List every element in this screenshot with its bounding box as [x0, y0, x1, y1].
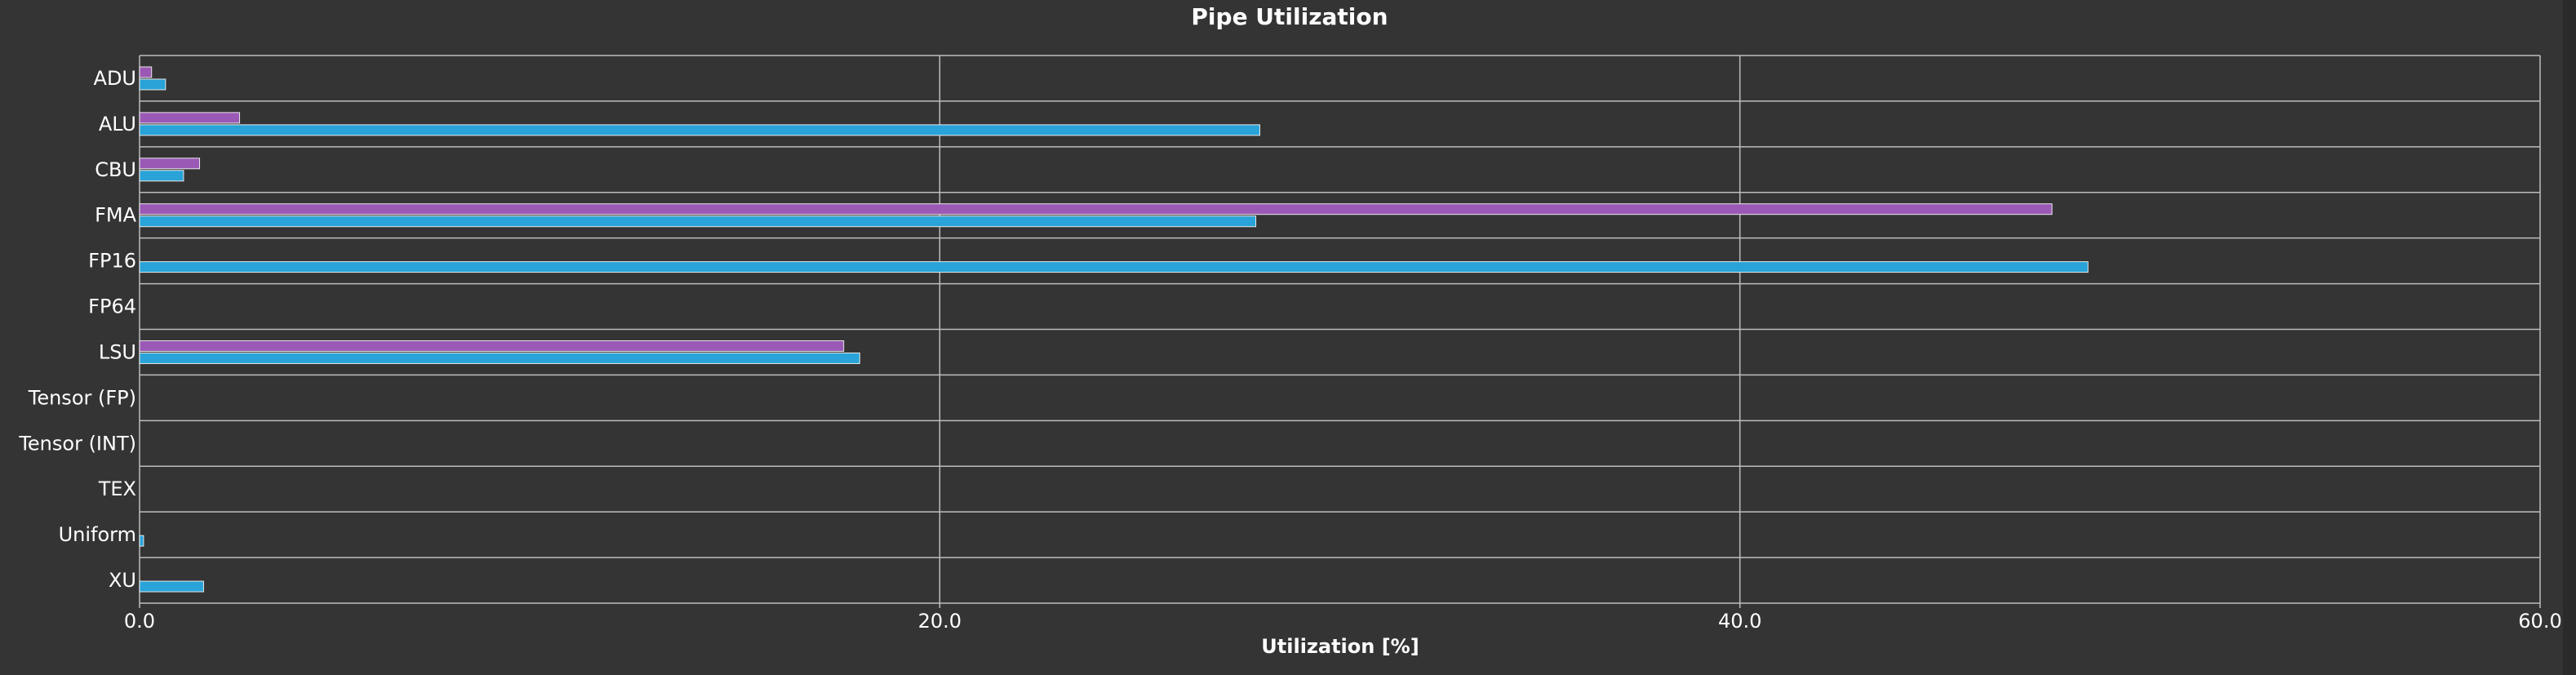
bar-series-2: [139, 535, 144, 547]
bar-series-2: [139, 352, 860, 364]
bar-series-2: [139, 124, 1260, 136]
y-category-label: FP64: [88, 295, 136, 318]
bar-series-2: [139, 215, 1257, 228]
bar-series-1: [139, 158, 201, 170]
right-edge-strip: [2563, 0, 2576, 675]
bar-series-2: [139, 261, 2089, 273]
y-category-label: FMA: [95, 204, 137, 227]
bars: [139, 66, 2089, 593]
bar-series-1: [139, 340, 845, 352]
y-category-label: LSU: [99, 340, 136, 363]
x-tick-label: 60.0: [2518, 610, 2561, 633]
y-category-label: Tensor (FP): [28, 386, 136, 409]
y-category-label: XU: [109, 569, 136, 592]
y-category-label: ADU: [94, 67, 136, 90]
axis-labels: 0.0 20.0 40.0 60.0 ADU ALU CBU FMA FP16 FP64 LSU Te…: [18, 67, 2561, 633]
y-category-label: ALU: [99, 113, 136, 135]
bar-series-2: [139, 78, 167, 91]
bar-series-1: [139, 112, 241, 124]
x-tick-label: 40.0: [1718, 610, 1761, 633]
grid-lines: [139, 55, 2541, 608]
bar-series-1: [139, 203, 2053, 215]
x-tick-label: 0.0: [124, 610, 155, 633]
x-tick-label: 20.0: [918, 610, 962, 633]
y-category-label: FP16: [88, 250, 136, 273]
bar-series-2: [139, 170, 184, 182]
y-category-label: CBU: [95, 158, 136, 181]
y-category-label: TEX: [98, 477, 136, 500]
bar-series-1: [139, 66, 153, 78]
y-category-label: Uniform: [59, 523, 136, 546]
chart-title: Pipe Utilization: [1191, 3, 1388, 30]
bar-series-2: [139, 580, 204, 593]
x-axis-label: Utilization [%]: [1261, 635, 1419, 658]
y-category-label: Tensor (INT): [18, 432, 136, 455]
